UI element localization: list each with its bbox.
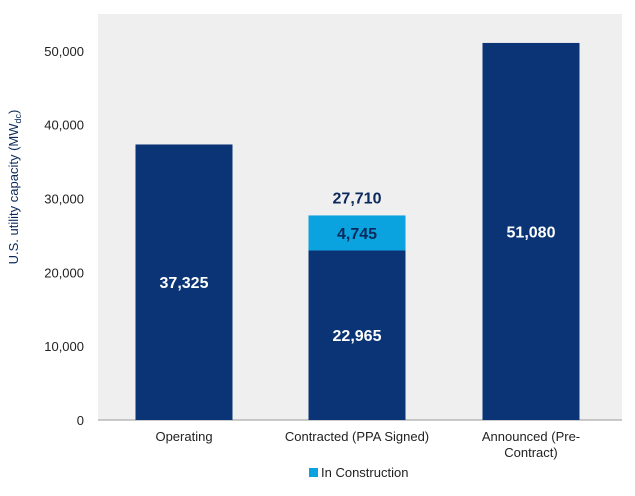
data-label: 51,080: [507, 224, 556, 241]
bar-segment: [135, 144, 233, 420]
data-labels: 37,325 22,965 51,080 4,745 27,710: [160, 190, 556, 345]
bar-segment-in-construction: [308, 215, 406, 251]
category-label: Operating: [155, 429, 212, 444]
category-label: Contracted (PPA Signed): [285, 429, 429, 444]
bar-segment: [482, 42, 580, 420]
y-tick-label: 10,000: [44, 339, 84, 354]
legend-label-in-construction: In Construction: [321, 465, 408, 480]
y-tick-label: 30,000: [44, 192, 84, 207]
legend: In Construction: [309, 465, 408, 480]
data-label: 22,965: [333, 328, 382, 345]
y-axis-label: U.S. utility capacity (MWdc): [6, 110, 23, 265]
data-label-total: 27,710: [333, 190, 382, 207]
y-tick-label: 50,000: [44, 44, 84, 59]
y-tick-label: 40,000: [44, 118, 84, 133]
data-label-in-construction: 4,745: [337, 226, 377, 243]
y-tick-label: 20,000: [44, 265, 84, 280]
bars: [135, 42, 580, 420]
y-tick-label: 0: [77, 413, 84, 428]
legend-swatch-in-construction: [309, 468, 318, 477]
y-tick-labels: 0 10,000 20,000 30,000 40,000 50,000: [44, 44, 84, 428]
bar-segment: [308, 250, 406, 420]
data-label: 37,325: [160, 275, 209, 292]
category-label: Announced (Pre-: [482, 429, 580, 444]
category-label: Contract): [504, 445, 557, 460]
category-labels: Operating Contracted (PPA Signed) Announce…: [155, 429, 580, 460]
